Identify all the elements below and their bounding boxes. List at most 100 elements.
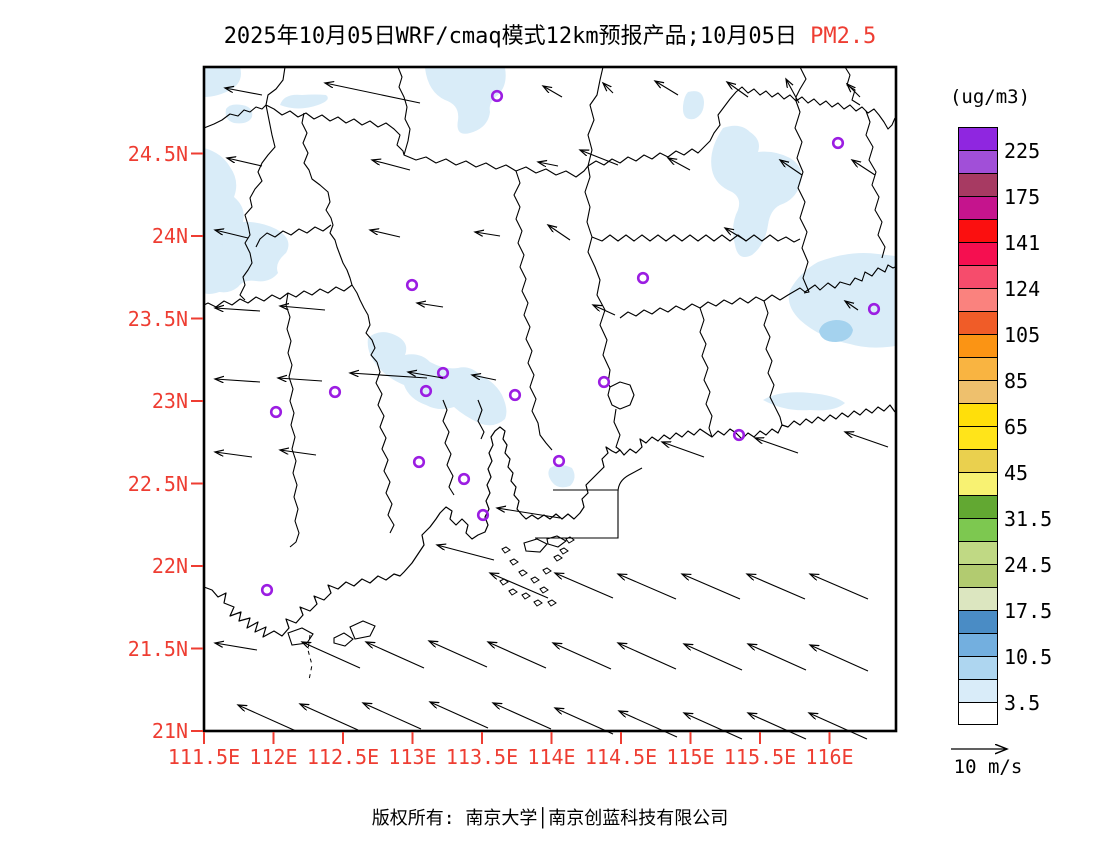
- special-zone-border: [535, 467, 643, 539]
- islet: [542, 567, 552, 575]
- colorbar-block: [958, 403, 998, 426]
- pm25-low-patch: [204, 67, 241, 97]
- wind-arrow: [300, 704, 359, 731]
- admin-boundary: [255, 224, 332, 248]
- wind-arrow: [227, 158, 263, 167]
- longitude-label: 112E: [249, 745, 298, 769]
- colorbar-block: [958, 334, 998, 357]
- island-outline: [287, 627, 314, 646]
- colorbar-block: [958, 541, 998, 564]
- wind-arrow: [847, 84, 861, 98]
- wind-arrow: [580, 150, 619, 166]
- colorbar-tick-label: 141: [1004, 231, 1041, 255]
- longitude-label: 115E: [666, 745, 715, 769]
- map-frame: [191, 65, 898, 744]
- admin-boundary: [619, 264, 896, 319]
- map-plot: [191, 65, 898, 744]
- colorbar-block: [958, 426, 998, 449]
- wind-arrow: [430, 702, 489, 729]
- latitude-label: 22.5N: [127, 471, 188, 496]
- longitude-label: 113.5E: [445, 745, 519, 769]
- wind-arrow: [280, 306, 326, 311]
- admin-boundary: [301, 112, 378, 363]
- title-text: 2025年10月05日WRF/cmaq模式12km预报产品;10月05日: [223, 24, 797, 49]
- island-outline: [349, 620, 376, 640]
- wind-arrow: [725, 228, 746, 241]
- wind-vectors: [215, 79, 889, 740]
- colorbar-block: [958, 288, 998, 311]
- wind-arrow: [302, 642, 361, 669]
- admin-boundary: [375, 361, 395, 534]
- wind-arrow: [363, 703, 422, 730]
- map-boundaries: [203, 66, 896, 681]
- admin-boundary: [203, 104, 267, 129]
- colorbar-tick-label: 65: [1004, 415, 1029, 439]
- wind-arrow: [852, 160, 876, 176]
- wind-arrow: [543, 86, 563, 98]
- city-station-marker: [636, 271, 650, 285]
- pm25-low-patch: [548, 465, 575, 488]
- wind-arrow: [490, 573, 549, 599]
- colorbar-block: [958, 242, 998, 265]
- longitude-label: 115.5E: [723, 745, 797, 769]
- island-outline: [523, 538, 548, 553]
- wind-arrow: [845, 301, 859, 311]
- wind-arrow: [755, 438, 799, 454]
- wind-reference-arrow: [951, 738, 1025, 758]
- admin-boundary: [607, 381, 635, 410]
- wind-arrow: [429, 641, 488, 668]
- city-station-marker: [552, 454, 566, 468]
- islet: [521, 592, 531, 600]
- wind-arrow: [488, 642, 547, 669]
- pm25-low-patch: [425, 68, 506, 134]
- admin-boundary: [795, 66, 807, 101]
- wind-arrow: [662, 442, 705, 458]
- admin-boundary: [844, 66, 861, 106]
- latitude-label: 24.5N: [127, 141, 188, 166]
- admin-boundary: [763, 300, 783, 426]
- islet: [559, 547, 569, 555]
- admin-boundary: [442, 399, 455, 496]
- pm25-low-patch: [711, 125, 802, 258]
- admin-boundary: [513, 170, 553, 451]
- pm25-low-patch: [763, 392, 845, 411]
- pm25-mid-patch: [819, 320, 853, 342]
- colorbar-tick-label: 175: [1004, 185, 1041, 209]
- wind-arrow: [619, 711, 678, 738]
- wind-arrow: [497, 508, 561, 519]
- wind-arrow: [786, 79, 800, 104]
- islet: [547, 599, 557, 607]
- colorbar: [958, 127, 998, 725]
- colorbar-tick-label: 31.5: [1004, 507, 1053, 531]
- pm25-low-patch: [682, 91, 704, 120]
- city-station-marker: [732, 428, 746, 442]
- city-station-marker: [597, 375, 611, 389]
- wind-arrow: [810, 645, 869, 672]
- city-station-marker: [405, 278, 419, 292]
- wind-arrow: [655, 81, 679, 96]
- wind-arrow: [417, 303, 444, 307]
- longitude-label: 114E: [527, 745, 576, 769]
- colorbar-block: [958, 564, 998, 587]
- colorbar-tick-label: 17.5: [1004, 599, 1053, 623]
- colorbar-unit-label: (ug/m3): [949, 86, 1031, 108]
- colorbar-block: [958, 265, 998, 288]
- wind-arrow: [618, 574, 677, 600]
- admin-boundary: [203, 284, 353, 308]
- latitude-label: 23.5N: [127, 306, 188, 331]
- colorbar-block: [958, 357, 998, 380]
- wind-arrow: [472, 375, 497, 381]
- colorbar-block: [958, 656, 998, 679]
- colorbar-tick-label: 24.5: [1004, 553, 1053, 577]
- wind-arrow: [603, 83, 614, 94]
- page-title: 2025年10月05日WRF/cmaq模式12km预报产品;10月05日 PM2…: [0, 18, 1100, 50]
- colorbar-block: [958, 311, 998, 334]
- longitude-label: 114.5E: [584, 745, 658, 769]
- longitude-label: 116E: [805, 745, 854, 769]
- title-variable: PM2.5: [810, 24, 877, 49]
- colorbar-block: [958, 702, 998, 725]
- colorbar-block: [958, 449, 998, 472]
- wind-arrow: [593, 305, 616, 316]
- colorbar-tick-label: 85: [1004, 369, 1029, 393]
